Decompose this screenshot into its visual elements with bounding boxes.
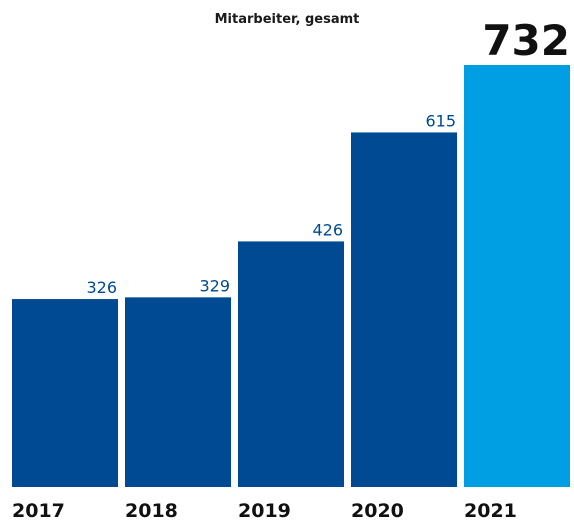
- category-label-2021: 2021: [464, 500, 517, 522]
- category-label-2019: 2019: [238, 500, 291, 522]
- category-label-2018: 2018: [125, 500, 178, 522]
- value-label-2017: 326: [86, 278, 117, 297]
- value-label-2018: 329: [199, 276, 230, 295]
- bar-2019: [238, 241, 344, 487]
- bar-2021: [464, 65, 570, 487]
- value-label-2019: 426: [312, 220, 343, 239]
- value-label-2020: 615: [425, 111, 456, 130]
- bar-2020: [351, 132, 457, 488]
- bar-2017: [12, 299, 118, 487]
- chart-title: Mitarbeiter, gesamt: [214, 12, 360, 27]
- category-label-2020: 2020: [351, 500, 404, 522]
- value-label-2021: 732: [482, 16, 570, 65]
- bar-2018: [125, 297, 231, 487]
- category-label-2017: 2017: [12, 500, 65, 522]
